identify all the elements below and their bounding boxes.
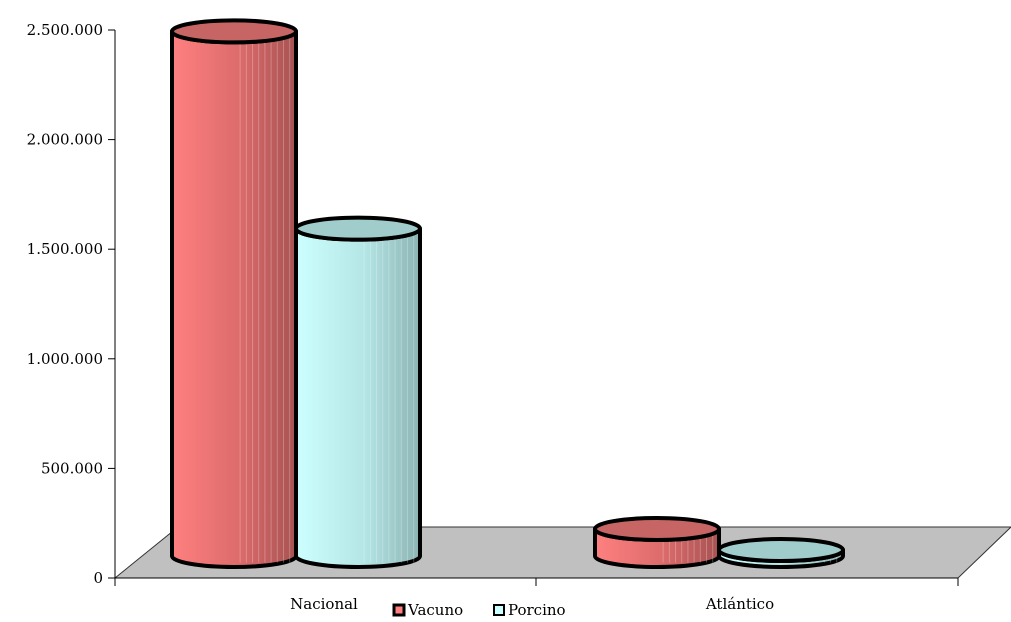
y-tick-label: 1.500.000 — [27, 240, 103, 258]
bar-vacuno-atlantico — [593, 515, 721, 569]
bar-top — [170, 18, 298, 45]
y-tick-label: 1.000.000 — [27, 350, 103, 368]
y-tick-label: 2.000.000 — [27, 131, 103, 149]
bar-porcino-nacional — [294, 215, 422, 569]
category-labels: Nacional Atlántico — [290, 595, 774, 613]
bar-top — [593, 515, 721, 542]
category-label-atlantico: Atlántico — [705, 595, 774, 613]
y-tick-label: 0 — [93, 569, 103, 587]
y-ticks: 0 500.000 1.000.000 1.500.000 2.000.000 2.500… — [27, 21, 115, 587]
bars — [170, 18, 845, 569]
category-label-nacional: Nacional — [290, 595, 358, 613]
legend-swatch-porcino — [493, 604, 505, 616]
legend-label-porcino: Porcino — [508, 601, 566, 619]
bar-vacuno-nacional — [170, 18, 298, 569]
legend: Vacuno Porcino — [392, 601, 566, 619]
bar-top — [294, 215, 422, 242]
legend-swatch-vacuno — [392, 603, 406, 617]
y-tick-label: 2.500.000 — [27, 21, 103, 39]
bar-porcino-atlantico — [717, 537, 845, 569]
y-tick-label: 500.000 — [41, 459, 103, 477]
legend-label-vacuno: Vacuno — [407, 601, 463, 619]
bar-top — [717, 537, 845, 563]
